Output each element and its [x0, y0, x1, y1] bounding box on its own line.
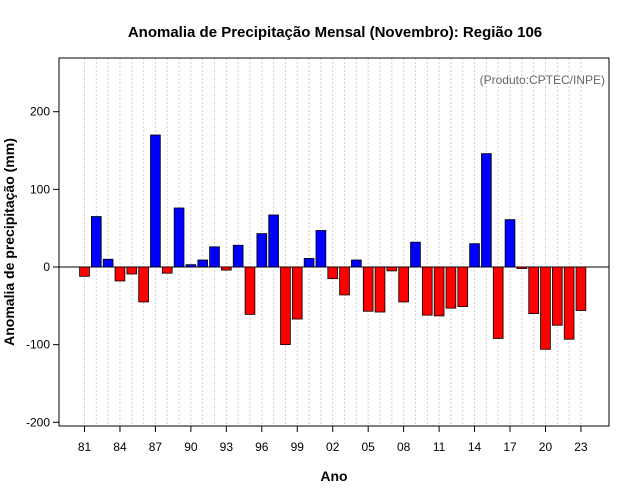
- bar-1996: [256, 233, 268, 268]
- bar-2000: [303, 258, 315, 268]
- x-tick-label: 08: [397, 440, 411, 454]
- bar-1998: [280, 266, 291, 346]
- bar-2007: [386, 266, 398, 272]
- y-axis: -200 -100 0 100 200: [26, 105, 59, 429]
- x-tick-label: 02: [326, 440, 340, 454]
- bar-1982: [91, 216, 102, 268]
- bar-2014: [469, 243, 480, 268]
- bar-1985: [126, 266, 138, 275]
- chart-title: Anomalia de Precipitação Mensal (Novembr…: [128, 24, 542, 41]
- bar-2013: [457, 266, 469, 307]
- bars-group: [79, 134, 587, 350]
- plot-frame: [58, 57, 610, 427]
- y-axis-title: Anomalia de precipitação (mm): [1, 138, 17, 346]
- x-tick-label: 87: [149, 440, 163, 454]
- bar-1995: [244, 266, 256, 315]
- bar-1991: [197, 259, 209, 268]
- bar-2002: [327, 266, 339, 280]
- x-tick-label: 11: [433, 440, 446, 454]
- y-tick-label: 200: [30, 105, 50, 119]
- bar-2008: [398, 266, 409, 303]
- bar-2016: [492, 266, 504, 339]
- bar-1988: [161, 266, 173, 274]
- bar-1986: [138, 266, 149, 303]
- bar-1997: [268, 214, 279, 268]
- product-credit: (Produto:CPTEC/INPE): [480, 73, 605, 87]
- y-tick-label: -100: [26, 338, 50, 352]
- bar-1981: [79, 266, 90, 277]
- bar-2015: [481, 153, 492, 268]
- x-axis: 81 84 87 90 93 96 99 02 05 08 11 14 17 20 23: [78, 426, 588, 454]
- x-tick-label: 96: [255, 440, 269, 454]
- bar-2001: [315, 230, 327, 268]
- bar-1992: [209, 246, 220, 268]
- bar-1987: [150, 134, 161, 268]
- x-tick-label: 20: [539, 440, 553, 454]
- bar-2017: [504, 219, 516, 268]
- bar-2004: [351, 259, 362, 268]
- bar-2019: [528, 266, 539, 314]
- y-tick-label: -200: [26, 415, 50, 429]
- bar-1999: [291, 266, 303, 320]
- bar-1993: [221, 266, 232, 271]
- bar-1983: [102, 258, 114, 268]
- x-tick-label: 99: [291, 440, 305, 454]
- x-tick-label: 23: [574, 440, 588, 454]
- bar-2018: [516, 266, 528, 269]
- x-tick-label: 90: [184, 440, 198, 454]
- bar-1984: [114, 266, 126, 282]
- bar-2011: [433, 266, 445, 317]
- bar-1990: [185, 264, 197, 268]
- bar-2005: [362, 266, 374, 312]
- x-tick-label: 05: [362, 440, 376, 454]
- x-tick-label: 93: [220, 440, 234, 454]
- bar-2006: [374, 266, 386, 313]
- x-tick-label: 81: [78, 440, 92, 454]
- y-tick-label: 100: [30, 182, 50, 196]
- bar-1989: [173, 207, 185, 268]
- bar-1994: [232, 244, 244, 268]
- y-tick-label: 0: [43, 260, 50, 274]
- bar-2022: [563, 266, 575, 340]
- bar-2003: [339, 266, 350, 296]
- bar-2010: [421, 266, 433, 316]
- bar-2009: [410, 241, 421, 268]
- bar-2020: [540, 266, 551, 350]
- x-tick-label: 17: [503, 440, 517, 454]
- x-axis-title: Ano: [320, 468, 347, 484]
- x-tick-label: 84: [113, 440, 127, 454]
- bar-2023: [575, 266, 587, 311]
- x-tick-label: 14: [468, 440, 482, 454]
- bar-2012: [445, 266, 457, 309]
- bar-2021: [552, 266, 563, 326]
